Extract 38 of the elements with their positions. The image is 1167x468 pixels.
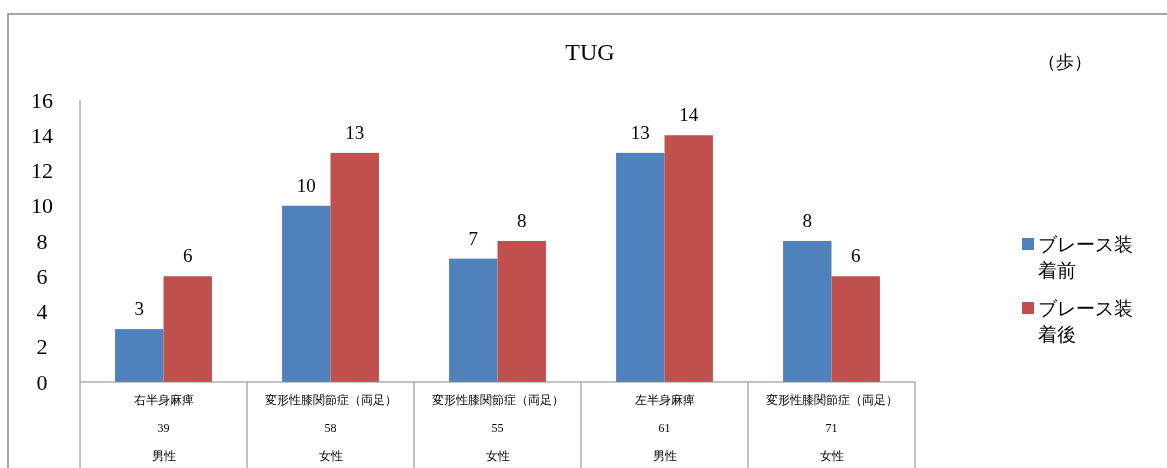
text: （歩） — [1038, 52, 1092, 72]
data-label: 8 — [516, 210, 527, 231]
data-label: 3 — [134, 298, 145, 320]
y-tick-label: 6 — [36, 263, 48, 289]
data-label: 14 — [679, 104, 699, 126]
y-tick-label: 4 — [36, 299, 48, 325]
x-tick-label: 右半身麻痺 39 男性 — [133, 393, 194, 464]
bar — [783, 241, 832, 382]
chart-title: TUG — [565, 39, 615, 65]
bar — [449, 258, 498, 382]
x-tick-label: 変形性膝関節症（両足） 71 女性 — [765, 393, 898, 464]
bar — [664, 135, 713, 382]
y-tick-label: 2 — [36, 334, 48, 360]
bar — [831, 276, 880, 382]
data-label: 8 — [802, 210, 813, 231]
data-label: 13 — [630, 121, 650, 143]
y-tick-label: 0 — [36, 369, 48, 395]
y-tick-label: 8 — [36, 228, 48, 254]
data-label: 13 — [345, 121, 365, 143]
bar — [163, 276, 212, 382]
bar — [330, 152, 379, 382]
y-tick-label: 12 — [31, 158, 53, 184]
legend-label: ブレース装着後 — [1038, 297, 1133, 345]
legend-label: ブレース装着前 — [1038, 233, 1133, 281]
data-label: 7 — [468, 227, 479, 249]
x-tick-label: 左半身麻痺 61 男性 — [634, 393, 695, 464]
y-tick-label: 14 — [31, 122, 53, 148]
data-label: 6 — [850, 245, 861, 267]
data-label: 10 — [296, 174, 316, 196]
bar — [282, 205, 331, 382]
x-tick-label: 変形性膝関節症（両足） 55 女性 — [431, 393, 564, 464]
bar — [497, 241, 546, 382]
data-label: 6 — [182, 245, 193, 267]
y-tick-label: 10 — [31, 193, 53, 219]
y-tick-label: 16 — [31, 87, 53, 113]
bar — [616, 152, 665, 382]
x-tick-label: 変形性膝関節症（両足） 58 女性 — [264, 393, 397, 464]
bar — [115, 329, 164, 382]
